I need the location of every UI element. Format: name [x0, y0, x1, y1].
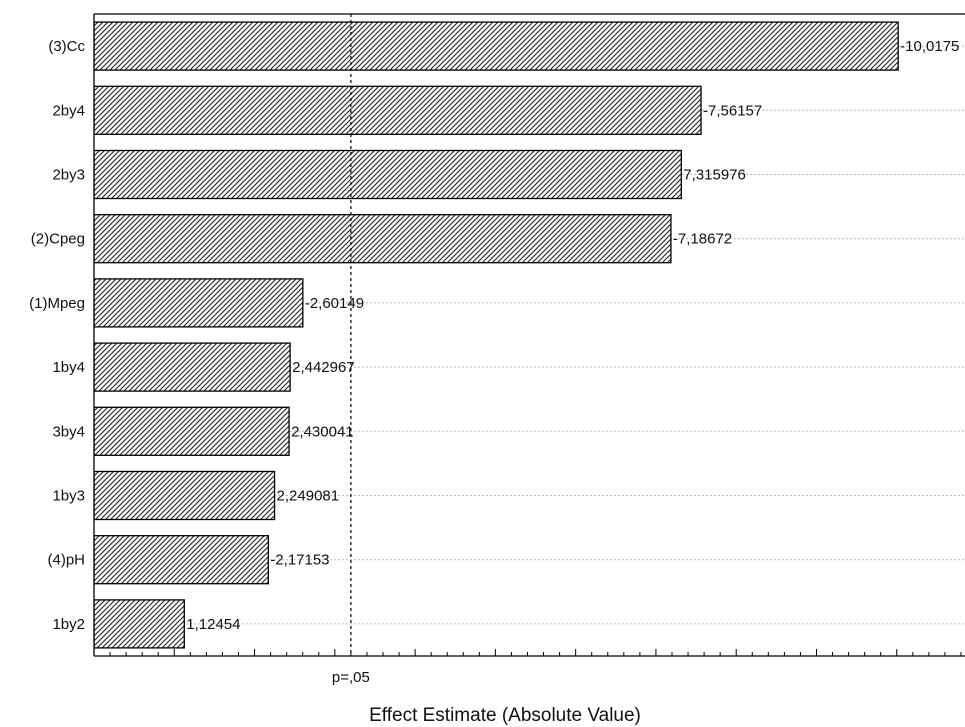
bar [94, 21, 899, 71]
category-label: 1by4 [52, 359, 85, 376]
value-label: -2,17153 [270, 552, 329, 569]
bar [94, 470, 276, 521]
bar [94, 214, 672, 264]
value-labels: -10,0175 -7,56157 7,315976 -7,18672 -2,60149… [186, 38, 959, 633]
category-label: (4)pH [47, 552, 85, 569]
category-label: (2)Cpeg [31, 231, 85, 248]
value-label: -2,60149 [305, 295, 364, 312]
value-label: 1,12454 [186, 616, 240, 633]
category-labels: (3)Cc 2by4 2by3 (2)Cpeg (1)Mpeg 1by4 3by4 1by3 (… [29, 38, 85, 633]
bar [94, 149, 682, 200]
bars [94, 21, 899, 649]
bar [94, 342, 291, 392]
category-label: 1by2 [52, 616, 85, 633]
x-axis-title: Effect Estimate (Absolute Value) [369, 705, 641, 726]
value-label: 2,430041 [291, 423, 354, 440]
value-label: 2,249081 [277, 488, 340, 505]
value-label: -7,18672 [673, 231, 732, 248]
value-label: -10,0175 [900, 38, 959, 55]
bar [94, 599, 185, 649]
bar [94, 85, 702, 135]
value-label: 7,315976 [683, 167, 746, 184]
category-label: 2by3 [52, 167, 85, 184]
plot-frame [93, 13, 965, 657]
category-label: 2by4 [52, 102, 85, 119]
category-label: 3by4 [52, 423, 85, 440]
category-label: 1by3 [52, 488, 85, 505]
bar [94, 278, 304, 328]
reference-line-label: p=,05 [332, 669, 370, 686]
reference-line-group: p=,05 [332, 14, 370, 686]
value-label: 2,442967 [292, 359, 355, 376]
x-axis-ticks [93, 649, 962, 656]
category-label: (3)Cc [48, 38, 85, 55]
bar [94, 406, 290, 456]
category-label: (1)Mpeg [29, 295, 85, 312]
bar [94, 535, 269, 585]
value-label: -7,56157 [703, 102, 762, 119]
